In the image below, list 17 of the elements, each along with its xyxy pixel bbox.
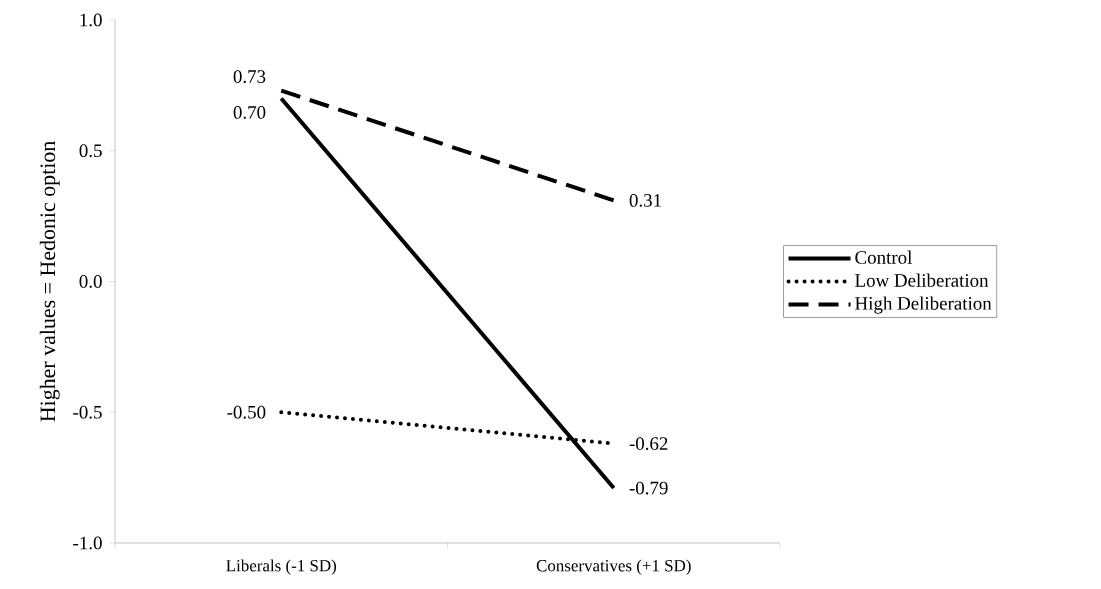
data-label: 0.70 bbox=[233, 106, 266, 119]
y-tick-label: -1.0 bbox=[73, 536, 102, 550]
data-label: 0.31 bbox=[629, 194, 661, 207]
legend-label: Control bbox=[855, 250, 912, 264]
data-label: -0.79 bbox=[629, 481, 668, 495]
data-label: -0.62 bbox=[629, 437, 668, 451]
y-tick-label: 0.0 bbox=[79, 275, 102, 288]
legend-label: Low Deliberation bbox=[855, 273, 989, 287]
data-label: -0.50 bbox=[227, 405, 266, 419]
y-tick-label: 1.0 bbox=[80, 13, 102, 27]
y-tick-label: 0.5 bbox=[79, 144, 102, 158]
y-axis-title: Higher values = Hedonic option bbox=[39, 141, 60, 422]
data-label: 0.73 bbox=[233, 70, 266, 84]
x-tick-label: Liberals (-1 SD) bbox=[226, 559, 337, 575]
x-tick-label: Conservatives (+1 SD) bbox=[536, 559, 691, 575]
legend-label: High Deliberation bbox=[855, 296, 992, 314]
y-tick-label: -0.5 bbox=[73, 405, 102, 419]
